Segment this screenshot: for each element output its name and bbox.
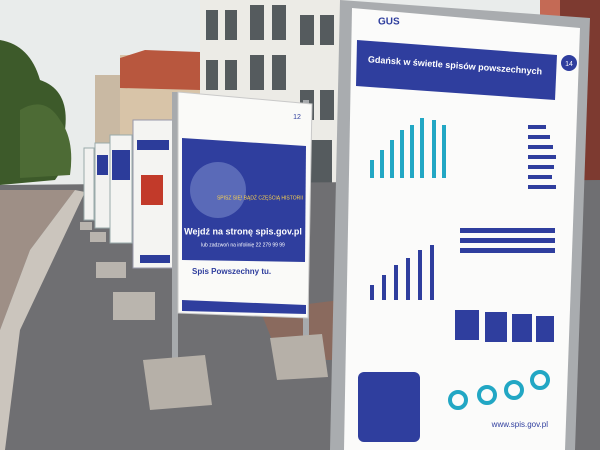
decor-chart xyxy=(358,125,556,442)
tree xyxy=(20,104,72,178)
subline: lub zadzwoń na infolinię 22 279 99 99 xyxy=(201,242,285,248)
footer-title: Spis Powszechny tu. xyxy=(192,267,271,276)
cobblestone xyxy=(0,190,75,330)
decor-chart xyxy=(370,118,446,178)
logo: GUS xyxy=(378,17,400,28)
footer-url: www.spis.gov.pl xyxy=(491,420,549,429)
decor-donuts xyxy=(448,370,550,410)
roof xyxy=(120,50,200,90)
board-number: 14 xyxy=(565,61,573,68)
board-number: 12 xyxy=(293,114,301,121)
right-board: GUS 14 Gdańsk w świetle spisów powszechn… xyxy=(330,0,590,450)
headline: Wejdź na stronę spis.gov.pl xyxy=(184,226,302,236)
badge: SPISZ SIĘ! BĄDŹ CZĘŚCIĄ HISTORII xyxy=(217,193,303,201)
middle-board: 12 SPISZ SIĘ! BĄDŹ CZĘŚCIĄ HISTORII Wejd… xyxy=(143,91,328,410)
curb xyxy=(0,190,85,450)
